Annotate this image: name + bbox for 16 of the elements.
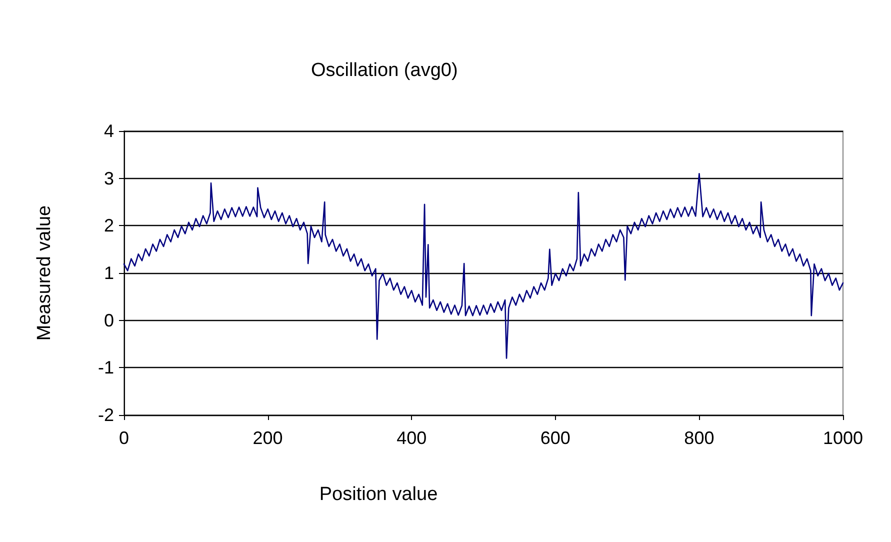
x-tick-label: 600 [540, 428, 570, 448]
y-tick-label: 0 [104, 310, 114, 330]
chart-title: Oscillation (avg0) [311, 60, 458, 81]
y-axis-title: Measured value [34, 205, 55, 341]
y-tick-label: -1 [98, 358, 114, 378]
y-tick-label: 3 [104, 168, 114, 188]
x-axis-title: Position value [319, 484, 438, 505]
x-tick-label: 1000 [822, 428, 864, 448]
y-tick-label: -2 [98, 405, 114, 425]
x-tick-label: 400 [396, 428, 427, 448]
y-tick-label: 4 [104, 121, 114, 141]
x-tick-label: 200 [252, 428, 283, 448]
y-tick-label: 2 [104, 216, 114, 236]
y-tick-label: 1 [104, 263, 114, 283]
x-tick-label: 800 [684, 428, 714, 448]
x-tick-label: 0 [118, 428, 130, 448]
